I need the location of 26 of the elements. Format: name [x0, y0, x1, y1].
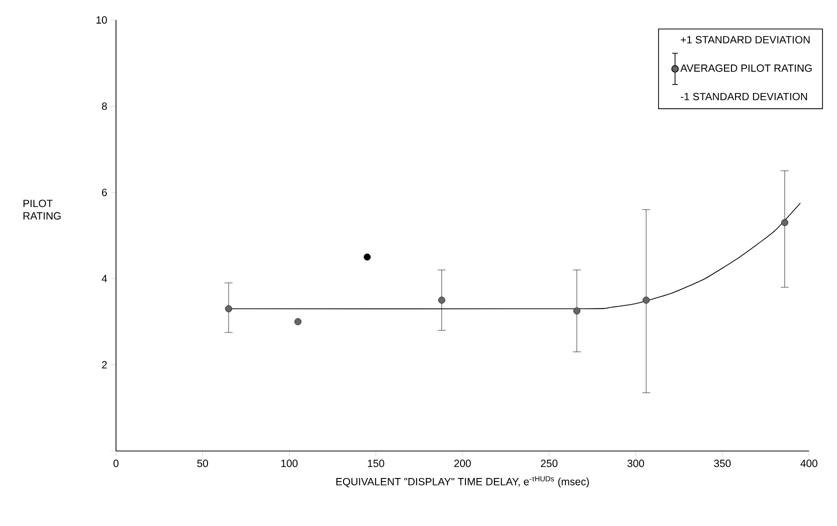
point	[294, 318, 302, 326]
y-tick-label: 6	[102, 188, 107, 196]
y-tick-label: 4	[102, 274, 108, 282]
y-tick-label: 8	[102, 102, 107, 110]
x-tick-label: 250	[540, 460, 558, 468]
x-tick-label: 400	[800, 460, 818, 468]
legend-label: AVERAGED PILOT RATING	[680, 64, 812, 72]
point	[781, 219, 788, 226]
y-tick-label: 2	[102, 361, 107, 368]
x-tick-label: 150	[368, 460, 384, 468]
y-axis-title: PILOT RATING	[24, 200, 61, 220]
point	[642, 296, 650, 304]
annotation: -1 STANDARD DEVIATION	[680, 92, 807, 100]
x-tick-label: 200	[454, 460, 471, 468]
x-tick-label: 100	[281, 460, 298, 468]
x-tick-label: 0	[114, 460, 119, 468]
point	[225, 305, 232, 312]
point	[438, 296, 446, 304]
point	[364, 254, 371, 261]
annotation: +1 STANDARD DEVIATION	[680, 36, 810, 44]
x-tick-label: 350	[714, 460, 731, 468]
x-axis-title: EQUIVALENT "DISPLAY" TIME DELAY, e$^{-τHUDs}$ (msec)	[336, 476, 589, 488]
y-tick-label: 10	[96, 16, 107, 24]
x-tick-label: 300	[627, 460, 644, 468]
point	[573, 307, 580, 314]
x-tick-label: 50	[197, 460, 208, 468]
